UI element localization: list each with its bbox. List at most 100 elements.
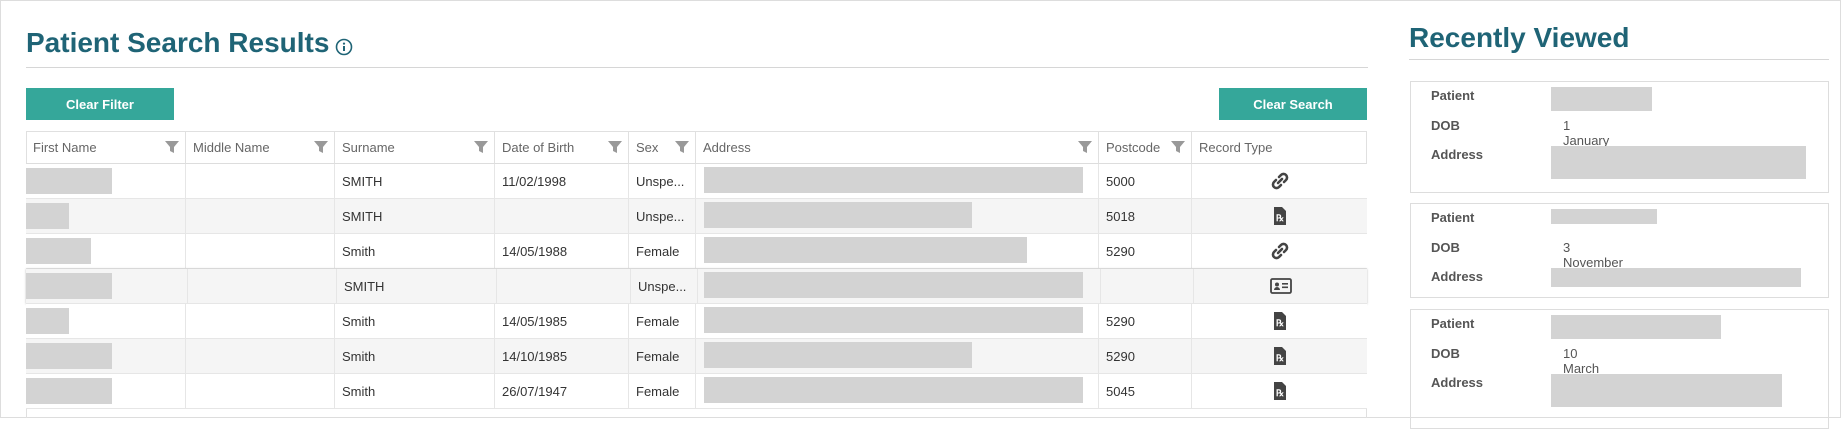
field-label: Address <box>1431 269 1484 284</box>
record-type-icon[interactable]: ℞ <box>1269 380 1291 407</box>
table-cell: Smith <box>335 304 495 339</box>
table-cell: Female <box>629 339 696 374</box>
redacted-address <box>704 202 972 228</box>
field-label: Address <box>1431 375 1484 390</box>
table-cell: Smith <box>335 234 495 269</box>
table-cell <box>696 339 1099 374</box>
filter-icon[interactable] <box>607 140 623 159</box>
redacted-address <box>1551 374 1782 407</box>
table-cell: Female <box>629 234 696 269</box>
table-cell <box>497 269 631 304</box>
clear-search-button[interactable]: Clear Search <box>1219 88 1367 120</box>
redacted-patient <box>1551 87 1652 111</box>
table-cell <box>495 199 629 234</box>
column-header[interactable]: Address <box>696 131 1099 164</box>
filter-icon[interactable] <box>473 140 489 159</box>
redacted-address <box>704 377 1083 403</box>
table-row[interactable] <box>26 339 1367 374</box>
column-header[interactable]: Sex <box>629 131 696 164</box>
page-title: Patient Search Results <box>26 27 330 58</box>
column-header[interactable]: Surname <box>335 131 495 164</box>
table-cell <box>696 234 1099 269</box>
field-label: Patient <box>1431 316 1475 331</box>
table-cell <box>698 269 1101 304</box>
table-row[interactable] <box>26 269 1367 304</box>
info-icon[interactable] <box>335 38 353 56</box>
redacted-address <box>1551 146 1806 179</box>
table-cell <box>1101 269 1194 304</box>
table-cell: 26/07/1947 <box>495 374 629 409</box>
table-cell: 5018 <box>1099 199 1192 234</box>
field-label: Address <box>1431 147 1484 162</box>
table-cell <box>26 374 186 409</box>
column-header[interactable]: First Name <box>26 131 186 164</box>
filter-icon[interactable] <box>313 140 329 159</box>
table-cell: 5000 <box>1099 164 1192 199</box>
table-cell: Unspe... <box>631 269 698 304</box>
table-cell <box>26 164 186 199</box>
record-type-icon[interactable]: ℞ <box>1269 205 1291 232</box>
table-cell: 5290 <box>1099 304 1192 339</box>
clear-filter-button[interactable]: Clear Filter <box>26 88 174 120</box>
redacted-name <box>26 168 112 194</box>
table-cell <box>696 374 1099 409</box>
table-cell: 14/10/1985 <box>495 339 629 374</box>
table-row[interactable] <box>26 304 1367 339</box>
table-cell: SMITH <box>335 164 495 199</box>
recent-card[interactable] <box>1410 81 1829 193</box>
record-type-icon[interactable]: ℞ <box>1269 345 1291 372</box>
svg-text:℞: ℞ <box>1275 388 1283 398</box>
column-header[interactable]: Postcode <box>1099 131 1192 164</box>
table-cell: Smith <box>335 339 495 374</box>
table-row[interactable] <box>26 164 1367 199</box>
table-cell: SMITH <box>337 269 497 304</box>
divider <box>26 67 1368 68</box>
redacted-address <box>704 272 1083 298</box>
table-cell: Unspe... <box>629 164 696 199</box>
filter-icon[interactable] <box>164 140 180 159</box>
field-label: DOB <box>1431 240 1460 255</box>
table-cell: 5045 <box>1099 374 1192 409</box>
table-row[interactable] <box>26 374 1367 409</box>
filter-icon[interactable] <box>1170 140 1186 159</box>
filter-icon[interactable] <box>674 140 690 159</box>
redacted-name <box>26 273 112 299</box>
table-cell: Female <box>629 374 696 409</box>
table-cell: 14/05/1988 <box>495 234 629 269</box>
redacted-address <box>704 167 1083 193</box>
table-cell <box>186 304 335 339</box>
table-cell <box>696 164 1099 199</box>
column-header[interactable]: Date of Birth <box>495 131 629 164</box>
record-type-icon[interactable] <box>1269 275 1293 302</box>
svg-text:℞: ℞ <box>1275 213 1283 223</box>
table-cell: 11/02/1998 <box>495 164 629 199</box>
table-cell <box>26 304 186 339</box>
filter-icon[interactable] <box>1077 140 1093 159</box>
table-cell <box>188 269 337 304</box>
redacted-address <box>704 307 1083 333</box>
svg-text:℞: ℞ <box>1275 353 1283 363</box>
table-cell: SMITH <box>335 199 495 234</box>
column-header[interactable]: Record Type <box>1192 131 1367 164</box>
column-header[interactable]: Middle Name <box>186 131 335 164</box>
table-cell <box>186 199 335 234</box>
redacted-patient <box>1551 209 1657 224</box>
recent-card[interactable] <box>1410 203 1829 298</box>
field-label: DOB <box>1431 346 1460 361</box>
field-label: Patient <box>1431 210 1475 225</box>
table-cell <box>696 304 1099 339</box>
record-type-icon[interactable] <box>1269 240 1291 267</box>
record-type-icon[interactable] <box>1269 170 1291 197</box>
record-type-icon[interactable]: ℞ <box>1269 310 1291 337</box>
redacted-name <box>26 238 91 264</box>
table-row[interactable] <box>26 199 1367 234</box>
table-cell <box>696 199 1099 234</box>
field-label: Patient <box>1431 88 1475 103</box>
table-row[interactable] <box>26 234 1367 269</box>
table-cell: Smith <box>335 374 495 409</box>
redacted-address <box>1551 268 1801 287</box>
table-cell <box>186 164 335 199</box>
table-cell <box>186 234 335 269</box>
redacted-address <box>704 237 1027 263</box>
field-label: DOB <box>1431 118 1460 133</box>
